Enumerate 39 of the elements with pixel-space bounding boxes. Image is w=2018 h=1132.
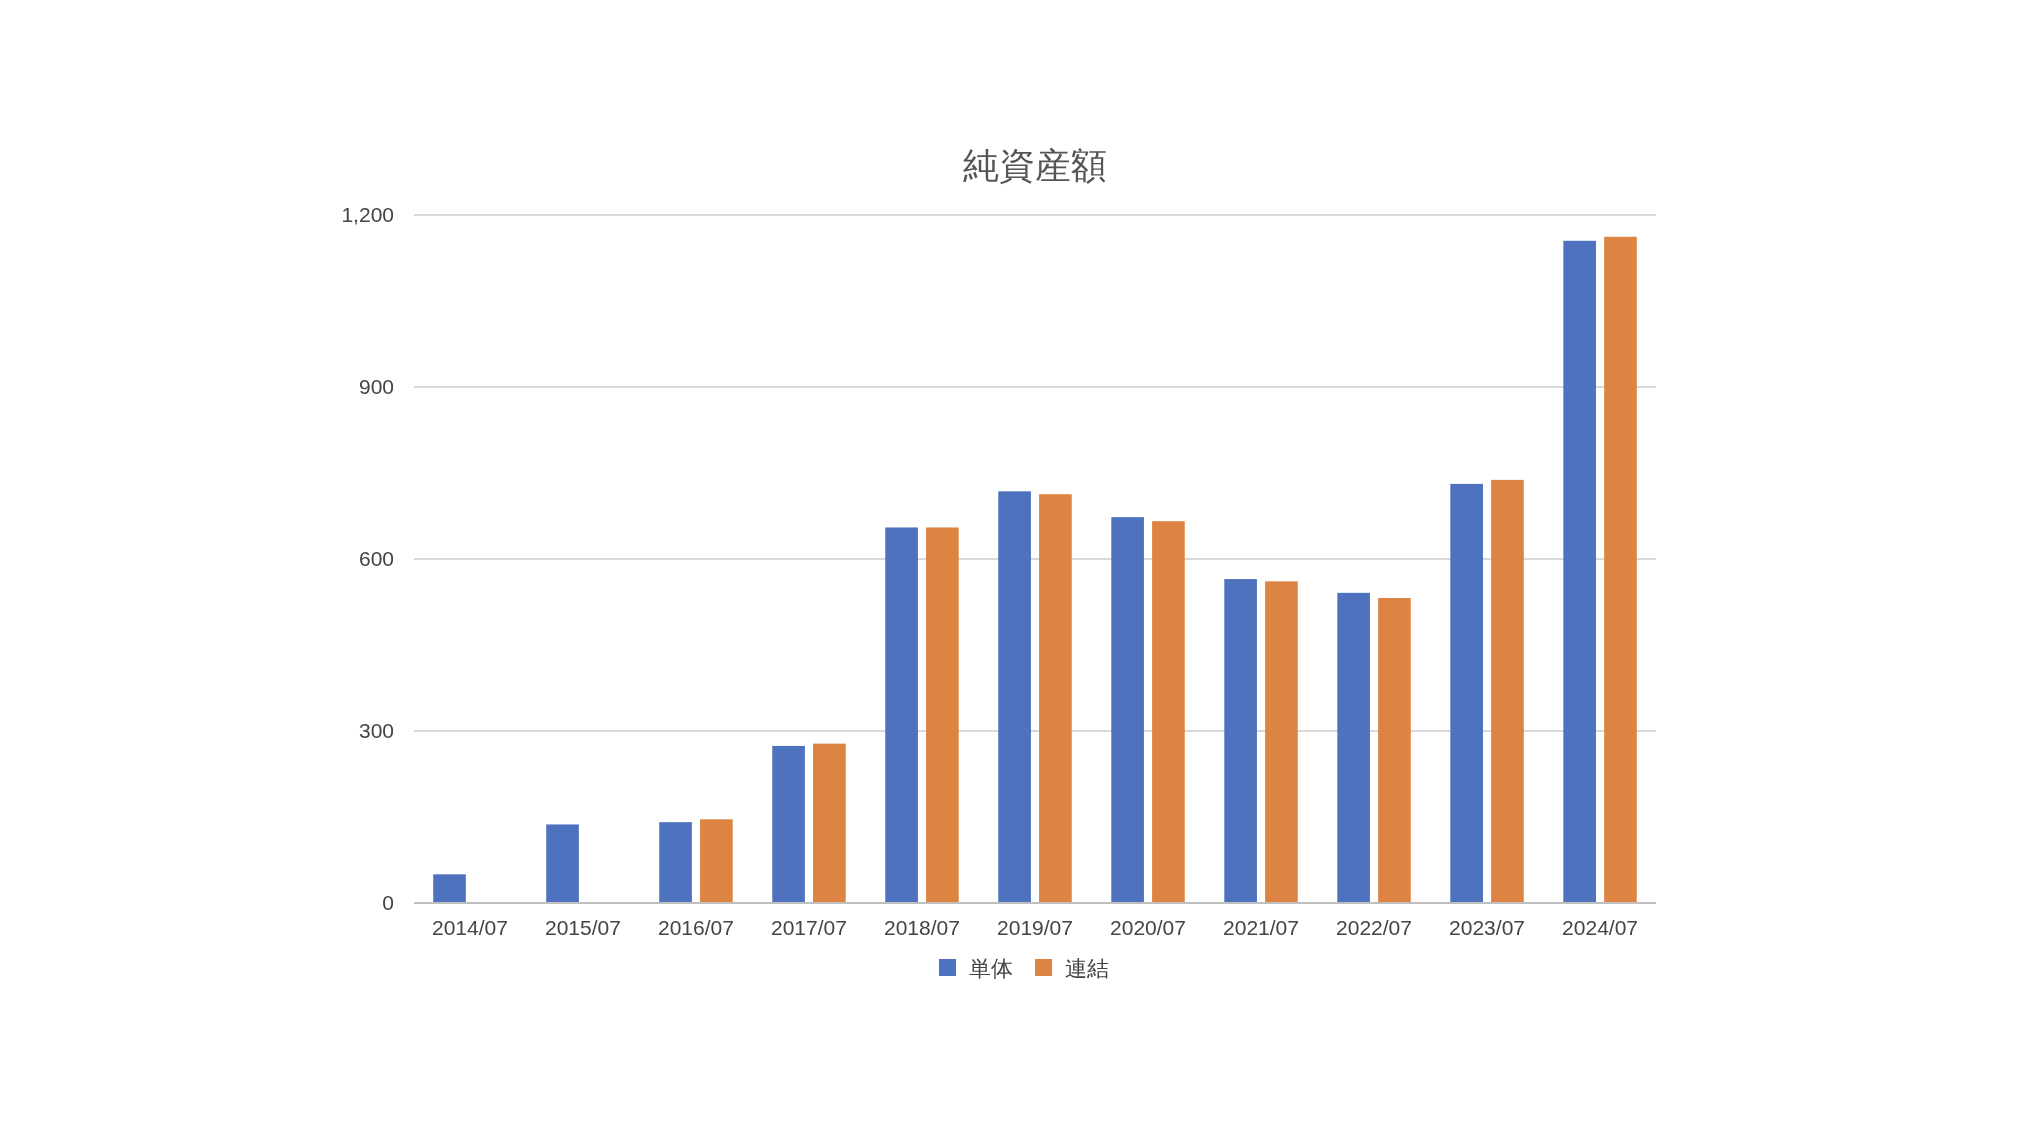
bar bbox=[700, 819, 733, 903]
bar bbox=[659, 822, 692, 903]
bar bbox=[1039, 494, 1072, 903]
bar bbox=[1563, 240, 1596, 903]
bar bbox=[1378, 597, 1411, 903]
bar bbox=[1265, 581, 1298, 903]
x-tick-label: 2023/07 bbox=[1449, 916, 1526, 939]
y-tick-label: 0 bbox=[382, 891, 394, 915]
legend-label: 連結 bbox=[1065, 955, 1109, 981]
x-tick-label: 2020/07 bbox=[1110, 916, 1186, 939]
x-tick-label: 2015/07 bbox=[544, 916, 621, 939]
bar bbox=[926, 527, 959, 903]
x-tick-label: 2022/07 bbox=[1336, 916, 1412, 939]
x-tick-label: 2016/07 bbox=[658, 916, 734, 939]
bar bbox=[1491, 479, 1524, 903]
bar bbox=[885, 527, 918, 903]
x-tick-label: 2014/07 bbox=[431, 916, 508, 939]
bar bbox=[1152, 521, 1185, 903]
bar bbox=[1337, 592, 1370, 903]
y-tick-label: 600 bbox=[358, 547, 394, 571]
bar bbox=[546, 824, 579, 903]
bar bbox=[813, 743, 846, 903]
bar bbox=[1224, 579, 1257, 903]
bar bbox=[998, 491, 1031, 903]
x-tick-label: 2021/07 bbox=[1223, 916, 1299, 939]
bar bbox=[1450, 483, 1483, 903]
bar bbox=[772, 745, 805, 903]
bar bbox=[433, 874, 466, 903]
x-tick-label: 2024/07 bbox=[1562, 916, 1639, 939]
y-tick-label: 1,200 bbox=[341, 203, 394, 227]
bar bbox=[1604, 236, 1637, 903]
x-tick-label: 2019/07 bbox=[997, 916, 1073, 939]
y-tick-label: 900 bbox=[358, 375, 394, 399]
x-tick-label: 2018/07 bbox=[884, 916, 960, 939]
legend-label: 単体 bbox=[969, 955, 1013, 981]
bar bbox=[1111, 517, 1144, 903]
x-tick-label: 2017/07 bbox=[771, 916, 847, 939]
chart-title: 純資産額 bbox=[963, 145, 1107, 186]
y-tick-label: 300 bbox=[358, 719, 394, 743]
